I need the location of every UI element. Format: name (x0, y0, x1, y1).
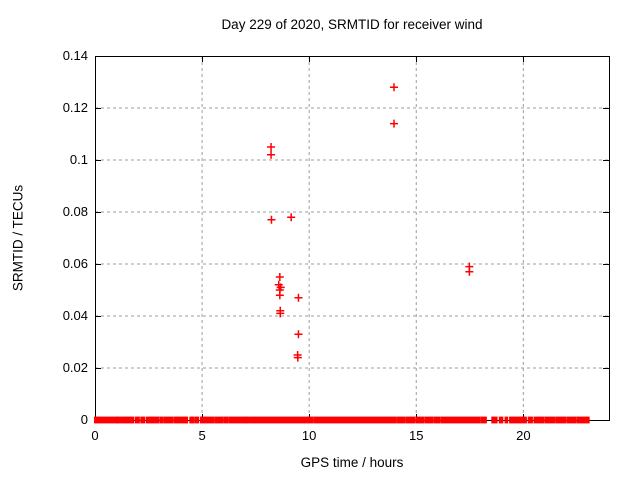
baseline-segment (555, 416, 567, 424)
baseline-segment (332, 416, 342, 424)
baseline-segment (200, 416, 205, 424)
baseline-segment (566, 416, 577, 424)
data-point-marker (293, 353, 302, 362)
baseline-band (94, 416, 590, 424)
baseline-segment (145, 416, 150, 424)
data-point-marker (389, 83, 398, 92)
baseline-segment (149, 416, 160, 424)
baseline-segment (527, 416, 533, 424)
y-tick-label: 0.08 (62, 204, 88, 219)
baseline-segment (126, 416, 135, 424)
baseline-segment (107, 416, 118, 424)
data-points (267, 83, 474, 362)
baseline-segment (391, 416, 397, 424)
baseline-segment (275, 416, 287, 424)
baseline-segment (462, 416, 474, 424)
data-point-marker (294, 330, 303, 339)
baseline-segment (509, 416, 519, 424)
baseline-segment (223, 416, 229, 424)
baseline-segment (473, 416, 481, 424)
baseline-segment (159, 416, 164, 424)
baseline-segment (116, 416, 128, 424)
baseline-segment (576, 416, 585, 424)
baseline-segment (433, 416, 441, 424)
chart-title: Day 229 of 2020, SRMTID for receiver win… (221, 17, 483, 32)
y-tick-label: 0.1 (69, 152, 88, 167)
x-axis-label: GPS time / hours (300, 455, 404, 470)
baseline-segment (440, 416, 452, 424)
data-point-marker (275, 273, 284, 281)
y-tick-label: 0.04 (62, 308, 88, 323)
baseline-segment (451, 416, 463, 424)
data-point-marker (287, 213, 296, 222)
baseline-segment (533, 416, 545, 424)
y-tick-label: 0.06 (62, 256, 88, 271)
baseline-segment (480, 416, 487, 424)
baseline-segment (203, 416, 208, 424)
tick-marks (95, 56, 609, 421)
x-tick-label: 0 (91, 428, 99, 443)
x-tick-label: 15 (409, 428, 424, 443)
baseline-segment (173, 416, 178, 424)
data-point-marker (294, 293, 303, 302)
baseline-segment (322, 416, 333, 424)
data-point-marker (276, 309, 285, 318)
baseline-segment (498, 416, 504, 424)
baseline-segment (415, 416, 425, 424)
baseline-segment (518, 416, 527, 424)
baseline-segment (424, 416, 434, 424)
baseline-segment (294, 416, 305, 424)
baseline-segment (94, 416, 99, 424)
baseline-segment (177, 416, 189, 424)
baseline-segment (350, 416, 362, 424)
data-point-marker (275, 291, 284, 300)
x-tick-label: 20 (516, 428, 531, 443)
baseline-segment (397, 416, 406, 424)
baseline-segment (97, 416, 104, 424)
baseline-segment (140, 416, 146, 424)
baseline-segment (228, 416, 237, 424)
baseline-segment (163, 416, 174, 424)
y-tick-label: 0.12 (62, 100, 88, 115)
x-tick-label: 5 (198, 428, 206, 443)
y-tick-label: 0.14 (62, 48, 88, 63)
baseline-segment (371, 416, 383, 424)
data-point-marker (465, 267, 474, 276)
baseline-segment (544, 416, 556, 424)
gridlines (95, 56, 609, 420)
y-tick-label: 0 (80, 412, 88, 427)
y-tick-label: 0.02 (62, 360, 88, 375)
baseline-segment (102, 416, 108, 424)
plot-border (95, 56, 610, 421)
baseline-segment (504, 416, 509, 424)
baseline-segment (189, 416, 195, 424)
baseline-segment (405, 416, 416, 424)
baseline-segment (382, 416, 392, 424)
baseline-segment (491, 416, 498, 424)
data-point-marker (267, 150, 276, 159)
baseline-segment (255, 416, 267, 424)
baseline-segment (313, 416, 324, 424)
baseline-segment (134, 416, 140, 424)
data-point-marker (267, 143, 276, 151)
baseline-segment (361, 416, 373, 424)
baseline-segment (246, 416, 256, 424)
baseline-segment (265, 416, 276, 424)
baseline-segment (235, 416, 247, 424)
baseline-segment (215, 416, 224, 424)
baseline-segment (341, 416, 351, 424)
data-point-marker (389, 119, 398, 128)
x-tick-label: 10 (301, 428, 317, 443)
baseline-segment (194, 416, 200, 424)
baseline-segment (584, 416, 590, 424)
baseline-segment (303, 416, 314, 424)
baseline-segment (207, 416, 215, 424)
data-point-marker (267, 215, 276, 224)
baseline-segment (286, 416, 296, 424)
